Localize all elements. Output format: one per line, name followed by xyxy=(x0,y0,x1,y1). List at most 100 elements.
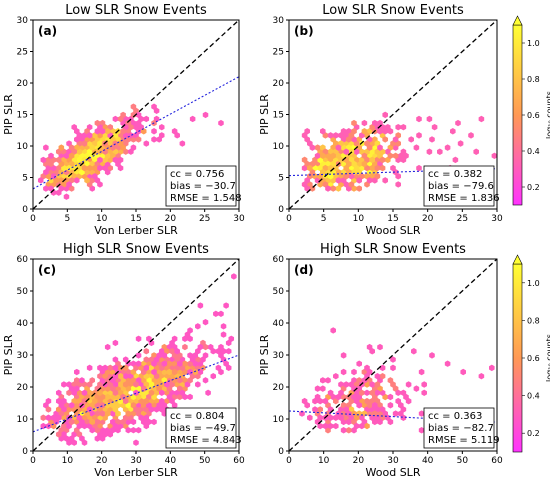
hexbin-cell xyxy=(86,364,93,372)
hexbin-cell xyxy=(220,348,227,355)
hexbin-cell xyxy=(84,418,90,426)
hexbin-cell xyxy=(94,435,101,442)
hexbin-cell xyxy=(48,152,54,159)
hexbin-cell xyxy=(135,352,142,359)
hexbin-cell xyxy=(304,128,310,135)
hexbin-cell xyxy=(122,372,129,380)
stats-box xyxy=(165,407,237,449)
hexbin-cell xyxy=(372,402,378,409)
hexbin-cell xyxy=(405,397,412,405)
hexbin-cell xyxy=(325,410,331,417)
hexbin-cell xyxy=(392,385,399,392)
hexbin-cell xyxy=(130,427,137,434)
hexbin-cell xyxy=(84,402,90,409)
hexbin-cell xyxy=(143,381,150,388)
hexbin-cell xyxy=(455,119,461,127)
hexbin-cell xyxy=(356,185,362,192)
hexbin-cell xyxy=(55,414,62,421)
hexbin-cell xyxy=(416,132,422,139)
hexbin-cell xyxy=(340,368,347,376)
hexbin-cell xyxy=(421,389,427,397)
hexbin-cell xyxy=(110,418,116,426)
hexbin-cell xyxy=(140,385,147,392)
panel-title: High SLR Snow Events xyxy=(63,242,209,257)
hexbin-cell xyxy=(220,331,227,338)
hexbin-cell xyxy=(61,431,67,438)
hexbin-cell xyxy=(478,372,485,380)
hexbin-cell xyxy=(130,103,137,110)
x-tick-label: 20 xyxy=(422,214,434,224)
hexbin-cell xyxy=(81,140,88,147)
colorbar-tick-label: 0.4 xyxy=(527,392,540,401)
hexbin-cell xyxy=(61,414,67,421)
hexbin-cell xyxy=(146,368,152,376)
hexbin-cell xyxy=(200,356,206,363)
hexbin-cell xyxy=(110,385,116,392)
hexbin-cell xyxy=(120,393,126,401)
colorbar-tick-label: 1.0 xyxy=(527,279,540,288)
stats-line: bias = −49.7 xyxy=(170,423,236,434)
hexbin-cell xyxy=(210,372,217,380)
x-tick-label: 40 xyxy=(422,456,434,466)
hexbin-cell xyxy=(117,381,124,388)
hexbin-cell xyxy=(158,364,165,372)
hexbin-cell xyxy=(346,402,352,409)
hexbin-cell xyxy=(86,422,93,430)
hexbin-cell xyxy=(322,397,329,405)
hexbin-cell xyxy=(89,144,95,151)
hexbin-cell xyxy=(202,111,209,119)
stats-line: cc = 0.363 xyxy=(428,411,482,422)
hexbin-cell xyxy=(346,418,352,426)
x-tick-label: 10 xyxy=(62,456,74,466)
hexbin-cell xyxy=(122,406,129,413)
hexbin-cell xyxy=(392,410,399,417)
hexbin-cell xyxy=(457,140,464,147)
hexbin-cell xyxy=(94,119,101,127)
hexbin-cell xyxy=(158,381,165,388)
hexbin-cell xyxy=(374,389,381,397)
hexbin-cell xyxy=(89,427,95,434)
hexbin-cell xyxy=(110,402,116,409)
colorbar-tick-label: 0.8 xyxy=(527,75,540,84)
hexbin-cell xyxy=(202,318,209,326)
x-tick-label: 0 xyxy=(286,214,292,224)
hexbin-cell xyxy=(135,136,142,143)
hexbin-cell xyxy=(58,144,65,151)
colorbar-tick-label: 1.0 xyxy=(527,39,540,48)
y-tick-label: 0 xyxy=(22,447,28,457)
x-axis-label: Von Lerber SLR xyxy=(94,466,178,479)
hexbin-cell xyxy=(76,406,83,413)
hexbin-cell xyxy=(421,381,427,388)
hexbin-cell xyxy=(43,402,49,409)
hexbin-cell xyxy=(343,414,349,421)
hexbin-cell xyxy=(187,368,193,376)
hexbin-cell xyxy=(153,389,160,396)
hexbin-cell xyxy=(97,148,103,155)
hexbin-cell xyxy=(81,164,88,172)
hexbin-cell xyxy=(140,393,147,401)
hexbin-cell xyxy=(68,418,75,426)
hexbin-cell xyxy=(333,372,339,380)
hexbin-cell xyxy=(364,140,370,147)
x-axis-label: Von Lerber SLR xyxy=(94,224,178,237)
hexbin-cell xyxy=(138,397,144,405)
y-tick-label: 10 xyxy=(273,142,285,152)
hexbin-cell xyxy=(112,406,119,413)
hexbin-cell xyxy=(372,119,378,127)
hexbin-cell xyxy=(166,368,173,376)
hexbin-cell xyxy=(364,422,370,430)
hexbin-cell xyxy=(205,389,211,396)
hexbin-cell xyxy=(107,389,114,396)
hexbin-cell xyxy=(45,397,52,405)
hexbin-cell xyxy=(356,377,362,384)
hexbin-cell xyxy=(387,393,394,401)
hexbin-cell xyxy=(161,343,168,351)
hexbin-cell xyxy=(115,377,121,384)
hexbin-cell xyxy=(192,368,198,376)
hexbin-cell xyxy=(348,381,355,388)
hexbin-cell xyxy=(169,372,175,380)
colorbar-gradient xyxy=(512,263,523,453)
hexbin-cell xyxy=(112,156,119,164)
panel-label: (b) xyxy=(294,24,314,38)
